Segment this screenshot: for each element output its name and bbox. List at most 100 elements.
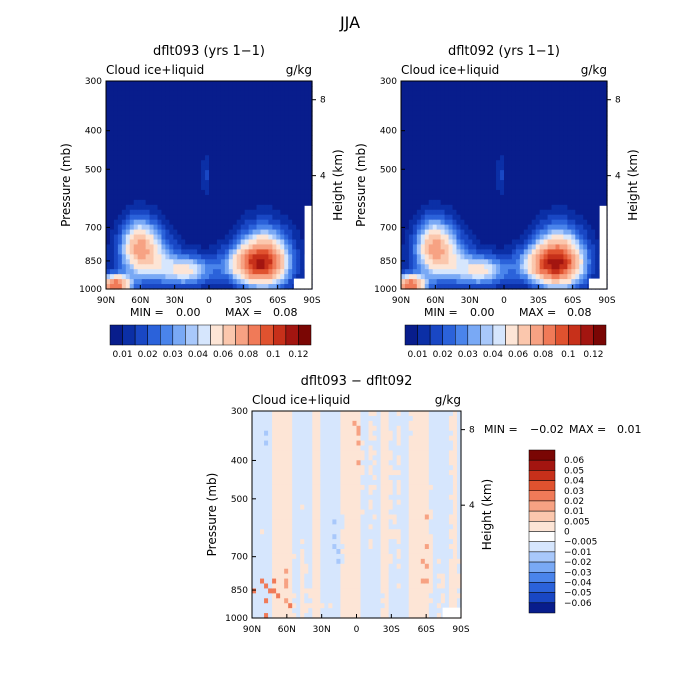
contour-cell	[587, 189, 592, 196]
contour-cell	[571, 81, 576, 87]
contour-cell	[296, 519, 301, 525]
contour-cell	[575, 219, 580, 226]
contour-cell	[401, 185, 406, 191]
contour-cell	[539, 90, 545, 97]
contour-cell	[260, 165, 266, 171]
contour-cell	[523, 175, 529, 181]
contour-cell	[567, 194, 572, 201]
contour-cell	[125, 85, 131, 92]
contour-cell	[515, 165, 521, 171]
contour-cell	[236, 100, 242, 107]
contour-cell	[416, 160, 422, 166]
contour-cell	[177, 254, 182, 260]
contour-cell	[252, 460, 257, 466]
contour-cell	[109, 81, 115, 87]
contour-cell	[161, 274, 167, 280]
contour-cell	[205, 100, 210, 107]
contour-cell	[292, 100, 297, 107]
contour-cell	[292, 224, 297, 231]
contour-cell	[504, 244, 509, 250]
contour-cell	[539, 264, 545, 270]
colorbar-swatch	[285, 324, 299, 346]
contour-cell	[125, 125, 131, 132]
contour-cell	[125, 130, 131, 137]
contour-cell	[480, 125, 485, 132]
contour-cell	[436, 125, 442, 132]
contour-cell	[416, 219, 422, 226]
contour-cell	[232, 274, 238, 280]
x-tick-label: 60N	[131, 296, 149, 306]
contour-cell	[555, 274, 561, 280]
contour-cell	[432, 100, 438, 107]
contour-cell	[177, 180, 182, 186]
contour-cell	[256, 120, 262, 127]
contour-cell	[555, 229, 561, 236]
contour-cell	[272, 460, 277, 466]
contour-cell	[205, 155, 210, 161]
contour-cell	[401, 90, 406, 97]
contour-cell	[500, 120, 505, 127]
contour-cell	[280, 519, 285, 525]
contour-cell	[515, 85, 521, 92]
contour-cell	[511, 110, 517, 117]
contour-cell	[189, 135, 194, 142]
contour-cell	[500, 264, 505, 270]
contour-cell	[149, 274, 155, 280]
contour-cell	[137, 135, 143, 142]
contour-cell	[440, 269, 446, 275]
contour-cell	[264, 229, 270, 236]
contour-cell	[248, 239, 254, 246]
contour-cell	[401, 135, 406, 142]
contour-cell	[579, 189, 584, 196]
contour-cell	[500, 155, 505, 161]
contour-cell	[189, 219, 194, 226]
contour-cell	[531, 264, 537, 270]
contour-cell	[224, 209, 230, 216]
contour-cell	[133, 239, 139, 246]
contour-cell	[563, 180, 568, 186]
contour-cell	[468, 269, 473, 275]
contour-cell	[535, 279, 541, 285]
contour-cell	[511, 284, 517, 290]
contour-cell	[272, 411, 277, 417]
contour-cell	[547, 81, 553, 87]
contour-cell	[133, 115, 139, 122]
contour-cell	[308, 199, 313, 206]
contour-cell	[149, 185, 155, 191]
contour-cell	[232, 110, 238, 117]
contour-cell	[292, 573, 297, 580]
contour-cell	[412, 274, 418, 280]
contour-cell	[440, 105, 446, 112]
contour-cell	[424, 274, 430, 280]
contour-cell	[181, 204, 186, 211]
contour-cell	[288, 249, 293, 255]
contour-cell	[268, 145, 273, 151]
contour-cell	[555, 81, 561, 87]
contour-cell	[428, 224, 434, 231]
contour-cell	[197, 120, 202, 127]
contour-cell	[201, 214, 206, 221]
contour-cell	[125, 279, 131, 285]
contour-cell	[272, 204, 277, 211]
contour-cell	[240, 209, 246, 216]
contour-cell	[272, 160, 277, 166]
contour-cell	[288, 450, 293, 456]
contour-cell	[240, 180, 246, 186]
contour-cell	[145, 214, 151, 221]
contour-cell	[284, 219, 289, 226]
contour-cell	[559, 170, 565, 176]
contour-cell	[165, 165, 170, 171]
contour-cell	[141, 269, 147, 275]
contour-cell	[177, 145, 182, 151]
max-label: MAX =	[519, 306, 556, 319]
contour-cell	[288, 573, 293, 580]
contour-cell	[256, 494, 261, 501]
contour-cell	[460, 194, 465, 201]
contour-cell	[240, 155, 246, 161]
contour-cell	[141, 110, 147, 117]
contour-cell	[296, 175, 301, 181]
contour-cell	[256, 489, 261, 496]
contour-cell	[484, 140, 489, 146]
contour-cell	[440, 135, 446, 142]
contour-cell	[452, 110, 458, 117]
